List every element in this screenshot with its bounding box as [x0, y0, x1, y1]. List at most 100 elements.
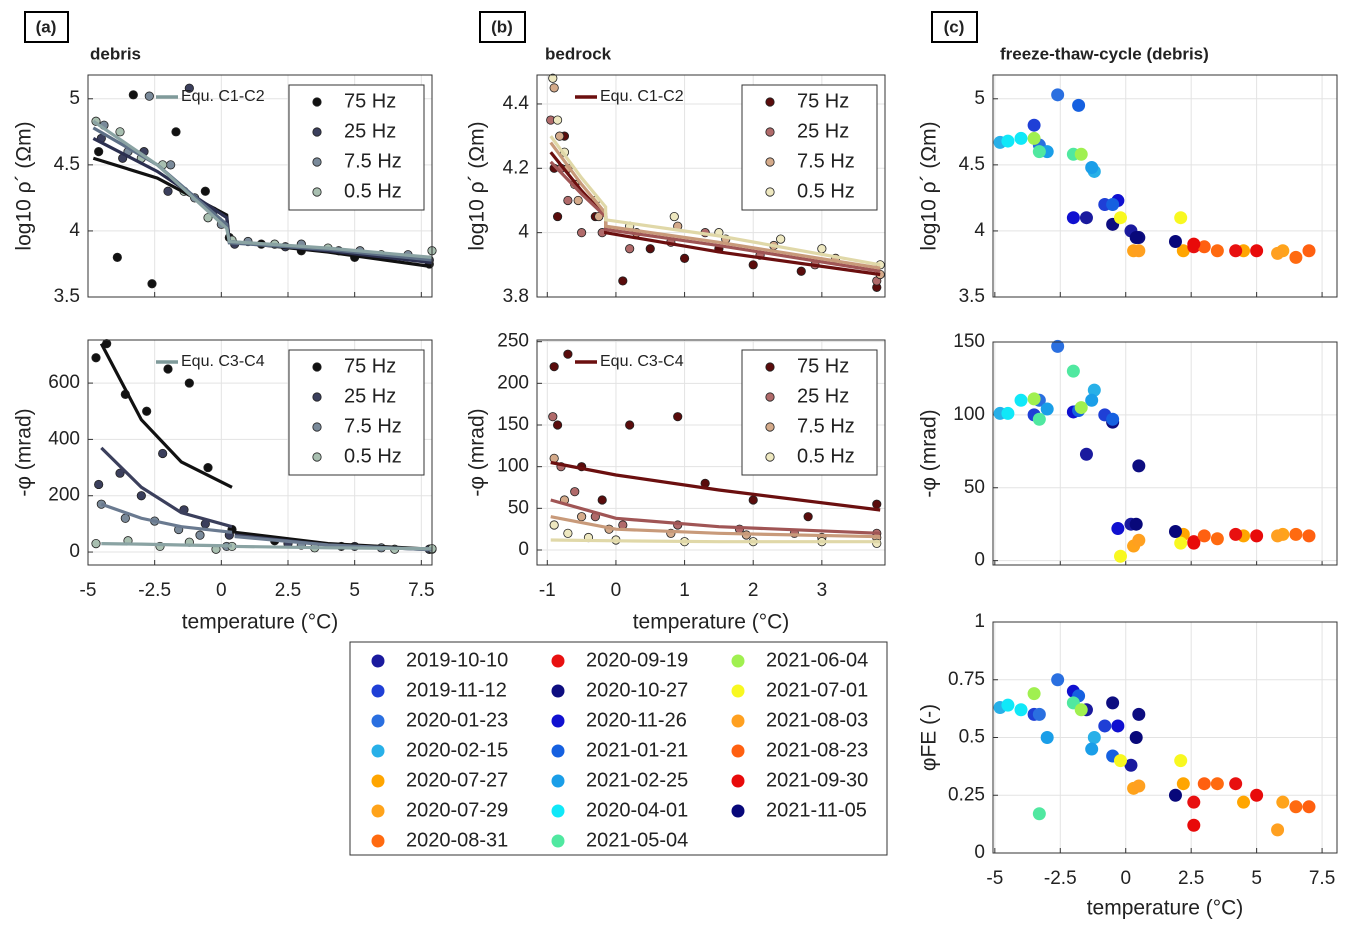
legend-marker	[765, 127, 775, 137]
legend-label: 2020-07-27	[406, 769, 508, 791]
legend-label: 2020-10-27	[586, 679, 688, 701]
data-point	[1087, 383, 1101, 397]
data-point	[1085, 393, 1099, 407]
x-tick-label: 5	[1251, 868, 1262, 889]
data-point	[1124, 758, 1138, 772]
panel-title: bedrock	[545, 44, 612, 63]
data-point	[195, 530, 205, 540]
panel-title: debris	[90, 44, 141, 63]
data-point	[748, 495, 758, 505]
y-tick-label: 5	[974, 88, 985, 109]
data-point	[669, 211, 679, 222]
legend-label: 25 Hz	[797, 120, 849, 142]
data-point	[577, 228, 587, 238]
panel-label: (b)	[491, 17, 513, 36]
legend-marker	[765, 187, 775, 197]
x-tick-label: 2.5	[1178, 868, 1204, 889]
x-tick-label: 2	[748, 580, 759, 601]
data-point	[142, 406, 152, 416]
data-point	[1271, 823, 1285, 837]
legend-marker	[371, 804, 385, 818]
data-point	[1187, 536, 1201, 550]
data-point	[1187, 237, 1201, 251]
data-point	[166, 160, 176, 170]
y-tick-label: 50	[508, 497, 529, 518]
data-point	[1276, 795, 1290, 809]
data-point	[549, 83, 559, 93]
data-point	[91, 538, 101, 549]
data-point	[1051, 339, 1065, 353]
axes-frame	[992, 74, 1338, 298]
date-legend-box	[349, 641, 888, 856]
data-point	[1032, 707, 1046, 721]
data-point	[1098, 719, 1112, 733]
y-tick-label: 0	[69, 541, 80, 562]
data-point	[1074, 401, 1088, 415]
data-point	[1174, 536, 1188, 550]
data-point	[573, 195, 583, 206]
data-point	[1027, 392, 1041, 406]
fit-line	[101, 541, 433, 551]
y-axis-label: φFE (-)	[918, 704, 941, 771]
data-point	[1014, 393, 1028, 407]
legend-marker	[731, 654, 745, 668]
data-point	[1129, 731, 1143, 744]
data-point	[163, 364, 173, 374]
data-point	[1113, 211, 1127, 225]
legend-marker	[731, 804, 745, 818]
fit-line	[550, 498, 881, 535]
data-point	[115, 127, 125, 137]
legend-label: 7.5 Hz	[797, 150, 855, 172]
y-tick-label: 3.5	[54, 286, 80, 307]
data-point	[625, 244, 635, 254]
data-point	[1051, 88, 1065, 102]
y-tick-label: 4	[974, 220, 985, 241]
data-point	[570, 487, 580, 497]
data-point	[1074, 147, 1088, 161]
legend-box	[741, 84, 878, 211]
data-point	[1085, 742, 1099, 756]
data-point	[1113, 549, 1127, 563]
y-tick-label: 150	[953, 331, 985, 352]
legend-marker	[312, 422, 322, 432]
legend-marker	[371, 774, 385, 788]
axes-frame	[536, 74, 886, 298]
data-point	[1032, 807, 1046, 821]
y-tick-label: 0	[974, 550, 985, 571]
x-tick-label: 5	[349, 580, 360, 601]
panel-label-box	[931, 11, 978, 43]
legend-label: 75 Hz	[797, 90, 849, 112]
y-tick-label: 0.5	[959, 727, 985, 748]
legend-marker	[371, 744, 385, 758]
fit-legend-label: Equ. C3-C4	[181, 353, 265, 370]
legend-box	[741, 349, 878, 476]
x-axis-label: temperature (°C)	[633, 611, 790, 634]
data-point	[1132, 707, 1146, 721]
x-tick-label: 0	[611, 580, 622, 601]
legend-marker	[731, 684, 745, 698]
legend-label: 0.5 Hz	[797, 445, 855, 467]
panel-label-box	[479, 11, 526, 43]
data-point	[1027, 118, 1041, 132]
data-point	[1176, 244, 1190, 258]
data-point	[1271, 246, 1285, 260]
axes-frame	[992, 621, 1338, 854]
x-tick-label: 2.5	[275, 580, 301, 601]
legend-marker	[371, 684, 385, 698]
legend-marker	[765, 392, 775, 402]
data-point	[1001, 406, 1015, 420]
data-point	[1132, 533, 1146, 547]
legend-marker	[765, 157, 775, 167]
legend-label: 25 Hz	[344, 385, 396, 407]
y-tick-label: 100	[497, 456, 529, 477]
data-point	[555, 131, 565, 141]
y-tick-label: 200	[497, 372, 529, 393]
data-point	[1113, 754, 1127, 768]
y-axis-label: log10 ρ´ (Ωm)	[13, 121, 36, 250]
data-point	[817, 244, 827, 254]
y-tick-label: 4	[69, 220, 80, 241]
data-point	[1014, 131, 1028, 145]
data-point	[1066, 211, 1080, 225]
legend-marker	[551, 834, 565, 848]
